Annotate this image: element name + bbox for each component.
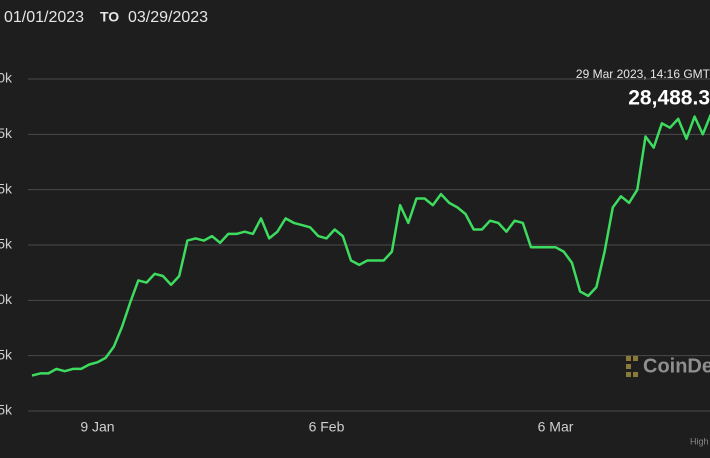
y-tick-label: 15k [0,402,13,418]
y-tick-label: 25k [0,180,13,196]
y-tick-label: 22.5k [0,236,13,252]
date-from: 01/01/2023 [4,9,84,26]
y-tick-label: 20k [0,291,13,307]
y-tick-label: 17.5k [0,346,13,362]
tooltip-date: 29 Mar 2023, 14:16 GMT [576,67,710,81]
tooltip-value: 28,488.3 [628,87,710,110]
x-tick-label: 9 Jan [80,419,114,435]
watermark: CoinDe [643,355,710,377]
date-to: 03/29/2023 [128,9,208,26]
price-line [31,113,710,377]
date-sep: TO [100,9,119,25]
x-tick-label: 6 Mar [538,419,574,435]
y-tick-label: 27.5k [0,125,13,141]
x-tick-label: 6 Feb [309,419,345,435]
watermark-icon [626,356,638,377]
credit: High [690,436,709,446]
y-tick-label: 30k [0,70,13,86]
